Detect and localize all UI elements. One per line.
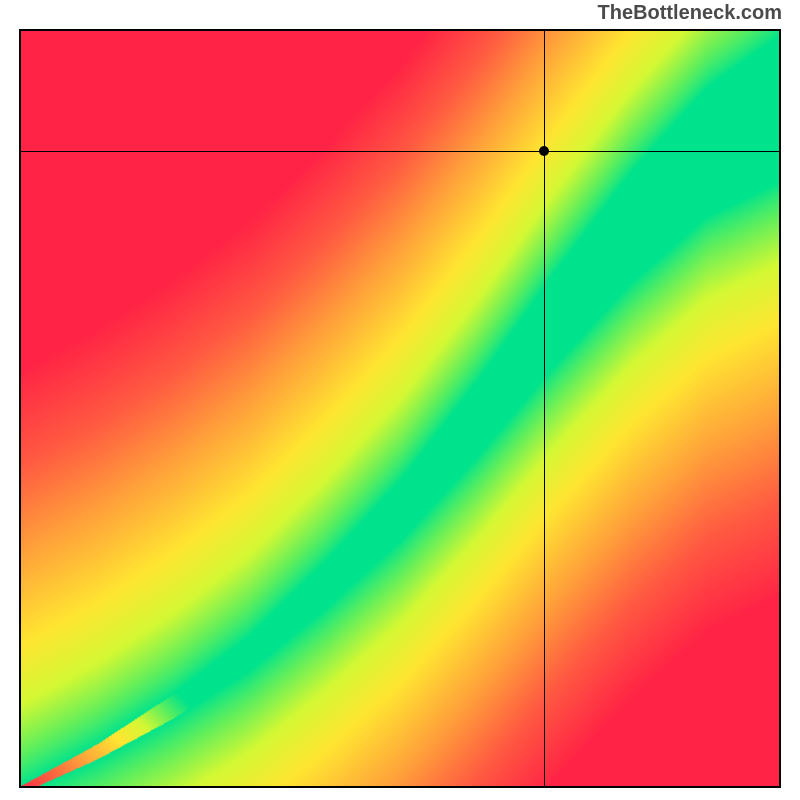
heatmap-plot-frame bbox=[19, 29, 781, 788]
bottleneck-heatmap bbox=[21, 31, 781, 788]
crosshair-dot bbox=[539, 146, 549, 156]
crosshair-horizontal-line bbox=[21, 151, 779, 152]
watermark-text: TheBottleneck.com bbox=[598, 2, 782, 25]
crosshair-vertical-line bbox=[544, 31, 545, 786]
